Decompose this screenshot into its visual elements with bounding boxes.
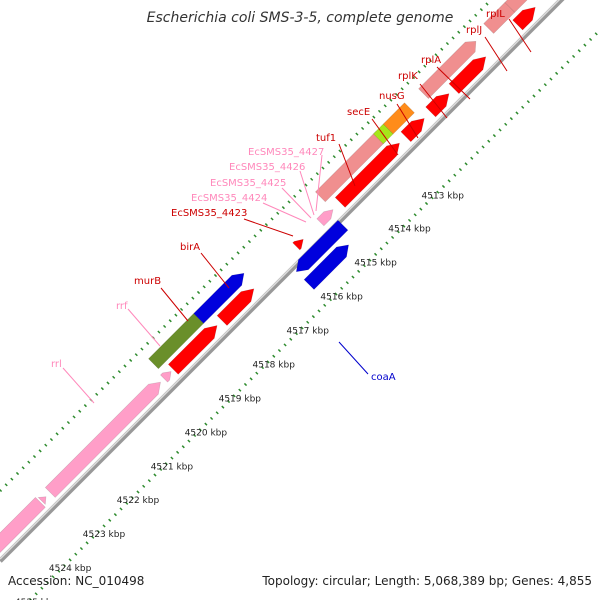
gene-feature-forward-red-a xyxy=(167,325,218,375)
label-leader-rpla xyxy=(436,66,471,100)
kbp-tick-label: 4525 kbp xyxy=(15,598,58,600)
label-leader-ecsms35-4424 xyxy=(262,202,307,223)
gene-label-ecsms35-4423: EcSMS35_4423 xyxy=(171,208,247,219)
gene-label-nusg: nusG xyxy=(379,91,405,102)
label-leader-bira xyxy=(200,252,230,289)
genome-title: Escherichia coli SMS-3-5, complete genom… xyxy=(146,10,454,26)
gene-feature-light-red-d xyxy=(504,0,528,13)
label-leader-ecsms35-4423 xyxy=(243,218,294,237)
label-leader-ecsms35-4427 xyxy=(315,154,323,212)
inner-tick-track xyxy=(28,28,600,600)
gene-feature-blue-c xyxy=(303,244,349,290)
gene-label-rpla: rplA xyxy=(421,55,441,66)
topology-text: Topology: circular; Length: 5,068,389 bp… xyxy=(262,574,592,588)
kbp-tick-label: 4513 kbp xyxy=(422,192,465,202)
label-leader-rpll xyxy=(508,18,532,53)
label-leader-murb xyxy=(160,287,189,322)
gene-label-ecsms35-4426: EcSMS35_4426 xyxy=(229,162,305,173)
gene-feature-orange-a xyxy=(382,102,415,135)
gene-label-murb: murB xyxy=(134,276,161,287)
kbp-tick-label: 4514 kbp xyxy=(388,225,431,235)
gene-feature-forward-red-c xyxy=(334,142,400,208)
gene-label-sece: secE xyxy=(347,107,370,118)
kbp-tick-label: 4518 kbp xyxy=(253,361,296,371)
gene-feature-small-pink-b xyxy=(160,371,172,383)
label-leader-rplj xyxy=(484,36,508,72)
label-leader-ecsms35-4426 xyxy=(299,170,315,216)
gene-feature-rrl-segment-b xyxy=(44,381,161,498)
kbp-tick-label: 4521 kbp xyxy=(151,462,194,472)
accession-text: Accession: NC_010498 xyxy=(8,574,145,588)
kbp-tick-label: 4524 kbp xyxy=(49,564,92,574)
kbp-tick-label: 4520 kbp xyxy=(185,428,228,438)
label-leader-rplk xyxy=(419,83,448,119)
outer-tick-track xyxy=(0,0,494,493)
genome-backbone-core xyxy=(0,0,561,560)
kbp-tick-label: 4515 kbp xyxy=(354,259,397,269)
label-leader-sece xyxy=(371,118,399,156)
gene-feature-small-red-a xyxy=(292,238,304,251)
gene-label-coaa: coaA xyxy=(371,372,396,383)
gene-label-ecsms35-4427: EcSMS35_4427 xyxy=(248,147,324,158)
label-leader-ecsms35-4425 xyxy=(281,187,312,219)
label-leader-rrf xyxy=(127,308,161,347)
gene-feature-small-pink-a xyxy=(37,496,47,506)
label-leader-coaa xyxy=(338,341,369,375)
gene-feature-blue-b xyxy=(295,219,349,273)
gene-label-ecsms35-4425: EcSMS35_4425 xyxy=(210,178,286,189)
kbp-tick-label: 4523 kbp xyxy=(83,530,126,540)
label-leader-nusg xyxy=(396,103,419,139)
gene-label-ecsms35-4424: EcSMS35_4424 xyxy=(191,193,267,204)
gene-feature-forward-red-b xyxy=(216,288,255,326)
gene-feature-forward-red-g xyxy=(512,6,536,31)
kbp-tick-label: 4517 kbp xyxy=(287,327,330,337)
gene-feature-rrl-segment-a xyxy=(0,496,46,554)
gene-feature-forward-red-f xyxy=(448,56,487,95)
gene-label-rplk: rplK xyxy=(398,71,418,82)
genome-backbone xyxy=(0,0,565,563)
kbp-tick-label: 4522 kbp xyxy=(117,496,160,506)
gene-feature-blue-a xyxy=(193,272,245,324)
kbp-tick-label: 4516 kbp xyxy=(320,293,363,303)
gene-label-rplj: rplJ xyxy=(466,25,482,36)
gene-label-bira: birA xyxy=(180,242,200,253)
kbp-tick-label: 4519 kbp xyxy=(219,394,262,404)
gene-label-rrl: rrl xyxy=(51,359,62,370)
label-leader-rrl xyxy=(62,367,95,404)
label-leader-tuf1 xyxy=(338,143,356,187)
gene-label-rpll: rplL xyxy=(486,9,505,20)
gene-label-rrf: rrf xyxy=(116,301,128,312)
gene-label-tuf1: tuf1 xyxy=(316,133,336,144)
gene-feature-light-red-b xyxy=(418,40,477,100)
gene-feature-small-pink-c xyxy=(316,209,334,227)
